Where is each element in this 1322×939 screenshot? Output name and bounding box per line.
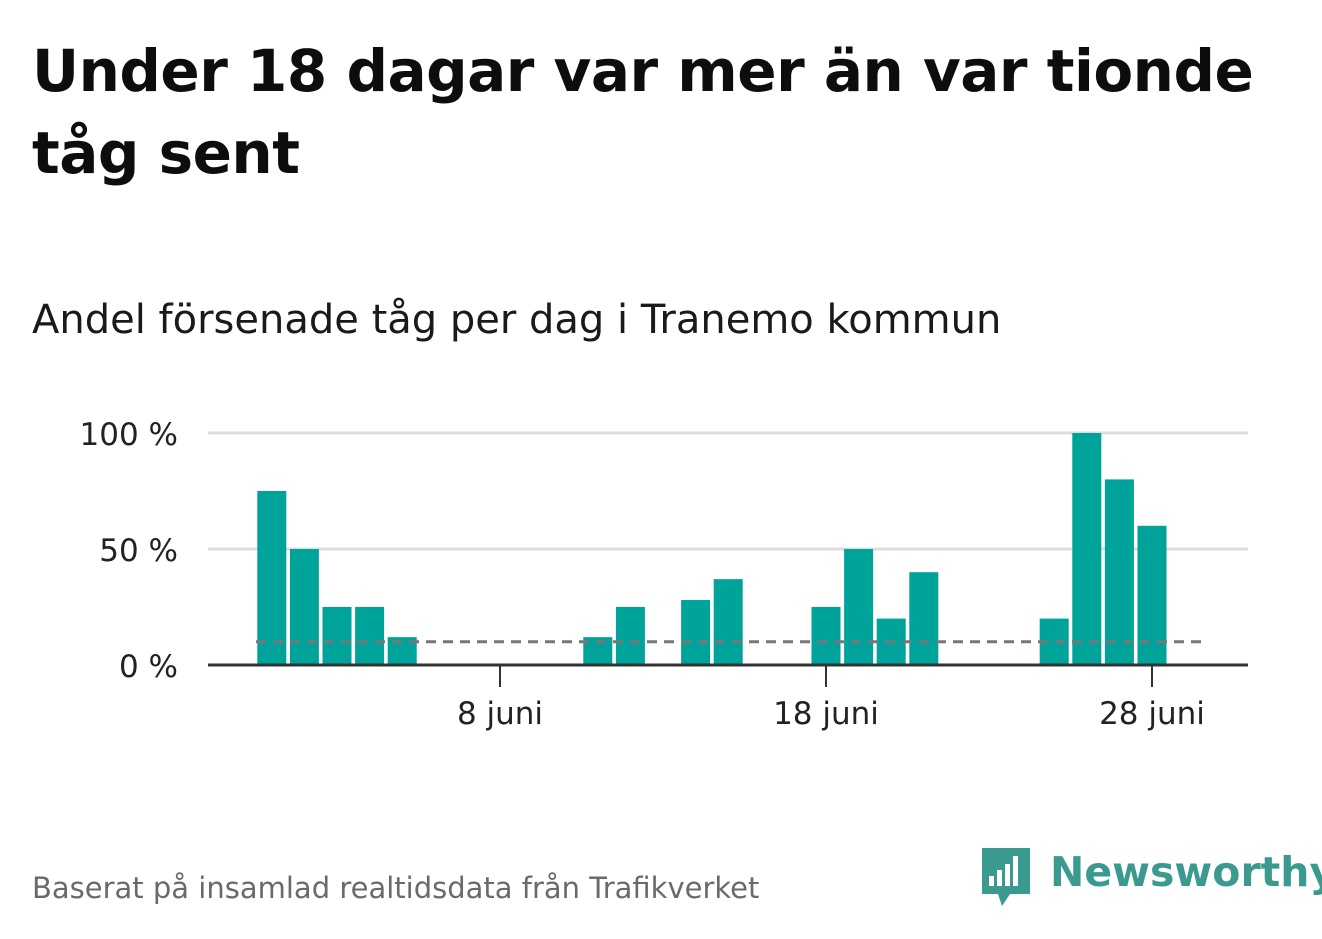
- chart-title: Under 18 dagar var mer än var tionde tåg…: [32, 37, 1254, 187]
- bar-day-14: [681, 600, 711, 665]
- bar-layer: [257, 433, 1167, 665]
- bar-day-28: [1137, 525, 1167, 665]
- source-note: Baserat på insamlad realtidsdata från Tr…: [32, 871, 760, 905]
- bar-day-3: [322, 607, 352, 665]
- bar-day-2: [289, 549, 319, 665]
- x-tick-label: 28 juni: [1099, 696, 1205, 732]
- bar-day-15: [713, 579, 743, 665]
- axis-layer: 0 % 50 % 100 % 8 juni 18 juni 28 juni: [80, 417, 1248, 732]
- brand-logo: Newsworthy: [980, 846, 1322, 910]
- bar-day-21: [909, 572, 939, 665]
- bar-day-27: [1104, 479, 1134, 665]
- bar-day-26: [1072, 433, 1102, 665]
- y-tick-label: 50 %: [99, 533, 178, 569]
- bar-day-12: [615, 607, 645, 665]
- y-tick-label: 100 %: [80, 417, 178, 453]
- x-tick-label: 18 juni: [773, 696, 879, 732]
- x-tick-label: 8 juni: [457, 696, 543, 732]
- bar-day-1: [257, 491, 287, 665]
- bar-day-18: [811, 607, 841, 665]
- brand-name: Newsworthy: [1050, 848, 1322, 896]
- bar-day-19: [844, 549, 874, 665]
- bar-day-4: [355, 607, 385, 665]
- chart-subtitle: Andel försenade tåg per dag i Tranemo ko…: [32, 297, 1002, 343]
- y-tick-label: 0 %: [119, 649, 178, 685]
- newsworthy-logo-icon: [982, 848, 1030, 906]
